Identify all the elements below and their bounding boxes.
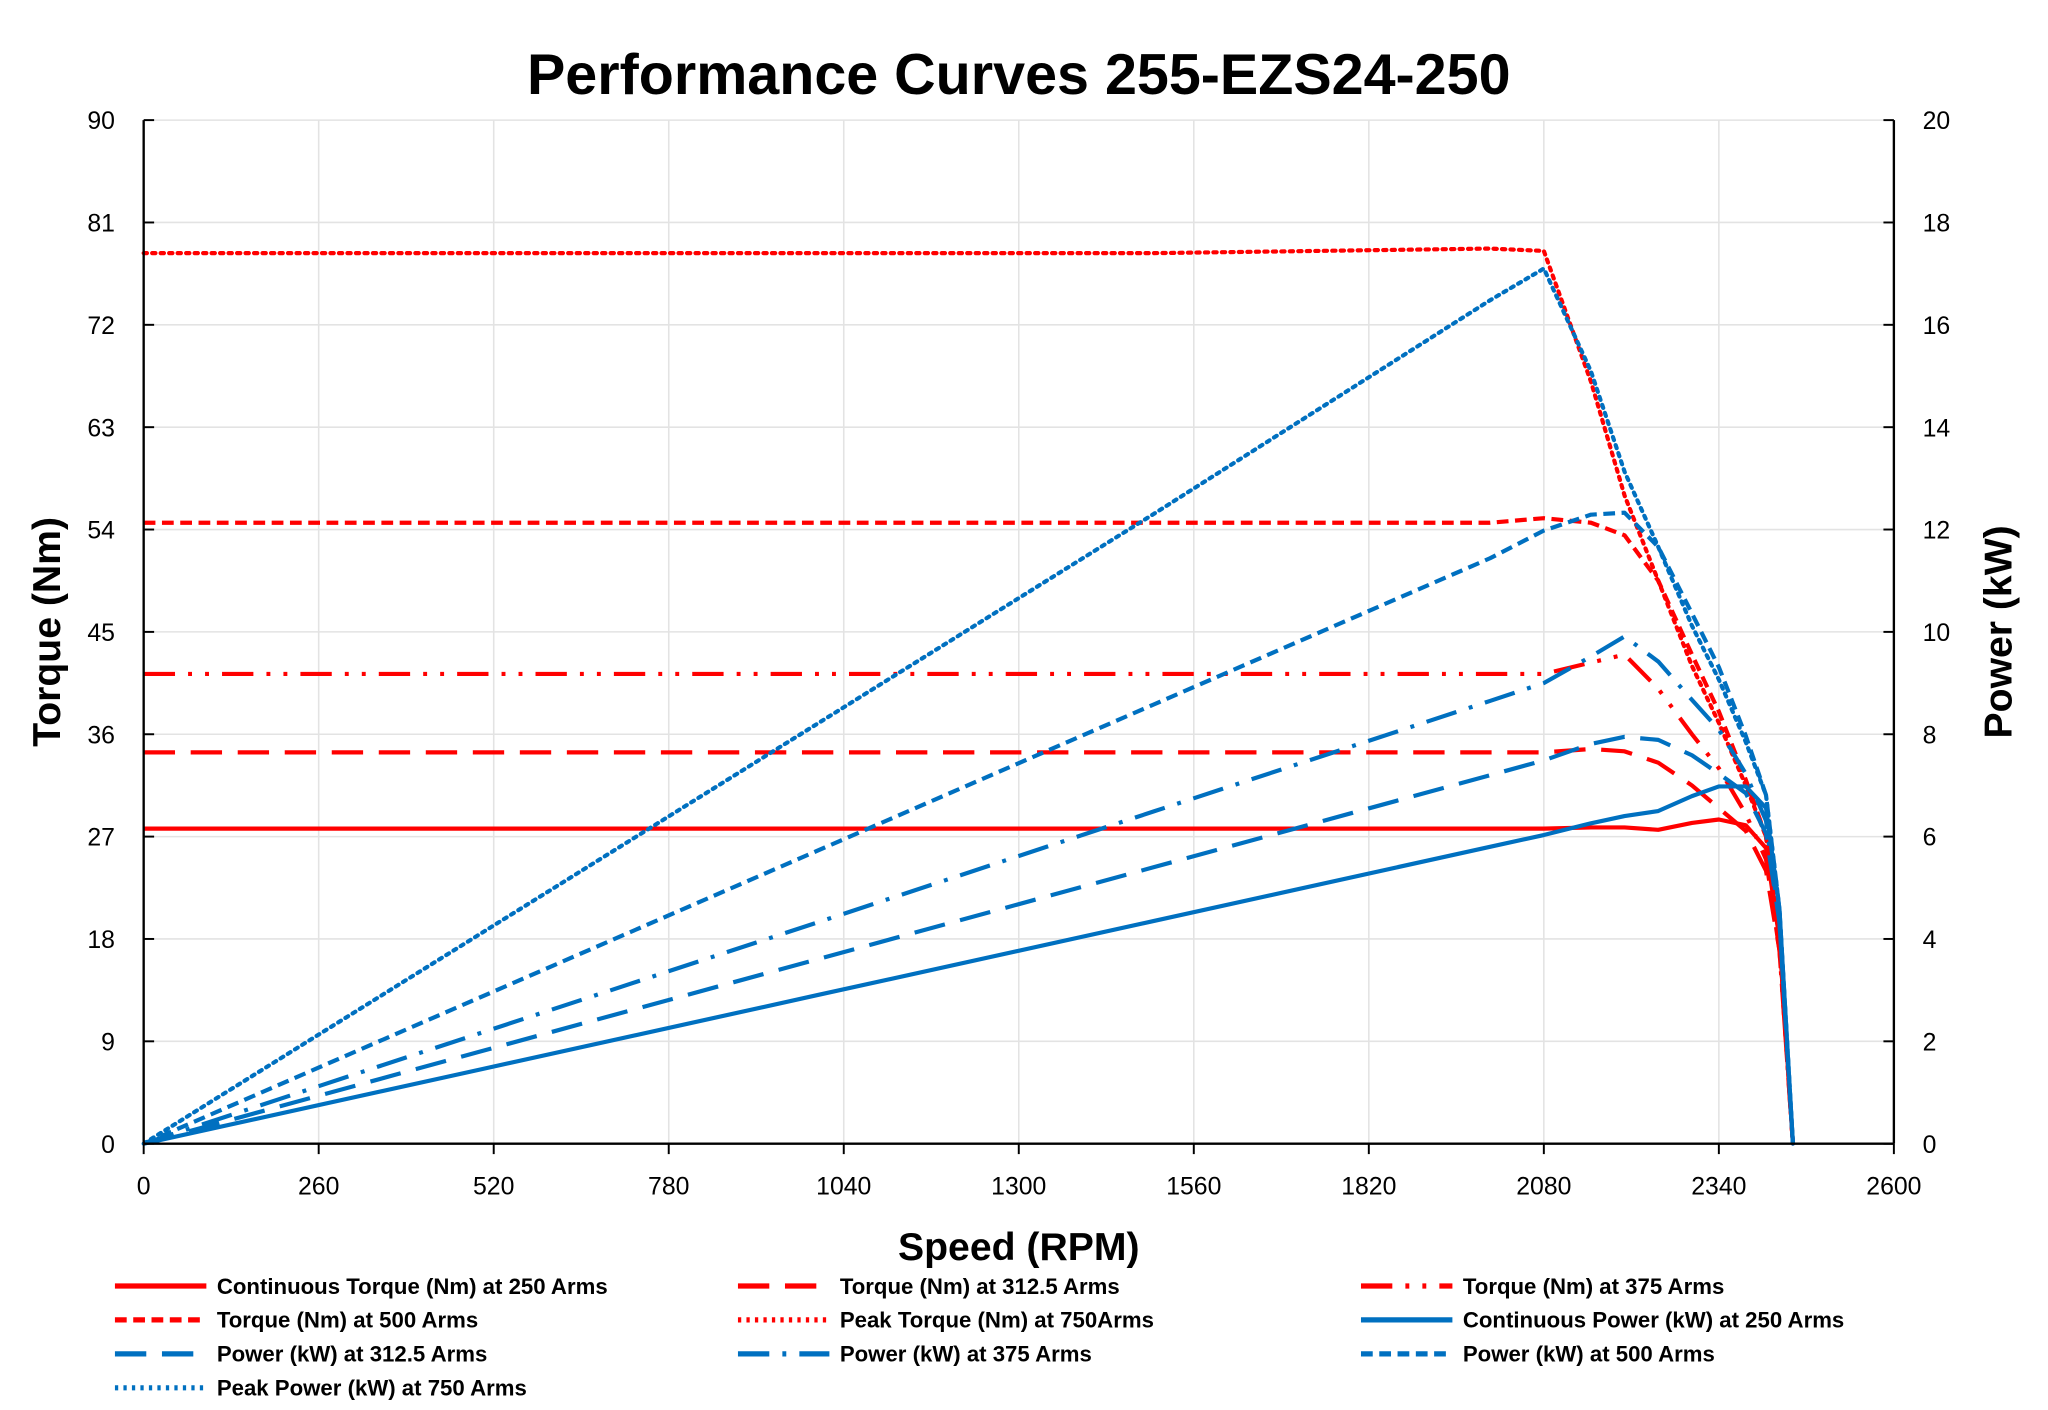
legend-item: Torque (Nm) at 500 Arms — [114, 1308, 478, 1333]
x-axis-label: Speed (RPM) — [898, 1226, 1140, 1269]
series-line-2 — [143, 746, 1795, 1144]
series-line-1 — [143, 817, 1795, 1144]
legend: Continuous Torque (Nm) at 250 Arms Torque… — [114, 1274, 1844, 1401]
y2-tick-label: 20 — [1923, 108, 1951, 135]
legend-item: Power (kW) at 312.5 Arms — [114, 1342, 488, 1367]
legend-item: Power (kW) at 375 Arms — [737, 1342, 1092, 1367]
y2-axis-label: Power (kW) — [1977, 525, 2020, 738]
y-tick-label: 45 — [87, 620, 115, 647]
y-tick-label: 36 — [87, 722, 115, 749]
x-tick-label: 780 — [648, 1174, 689, 1201]
y2-tick-label: 6 — [1923, 825, 1937, 852]
series-line-7 — [143, 734, 1796, 1146]
legend-label: Torque (Nm) at 312.5 Arms — [840, 1274, 1120, 1299]
series-lines — [141, 246, 1796, 1146]
x-tick-label: 260 — [298, 1174, 339, 1201]
x-tick-label: 1300 — [991, 1174, 1046, 1201]
axes: 0 260 520 780 1040 1300 1560 1820 2080 2340 260009… — [87, 108, 1950, 1200]
y-tick-label: 27 — [87, 825, 115, 852]
y2-tick-label: 10 — [1923, 620, 1951, 647]
legend-item: Continuous Power (kW) at 250 Arms — [1360, 1308, 1844, 1333]
legend-label: Torque (Nm) at 500 Arms — [217, 1308, 478, 1333]
y-tick-label: 54 — [87, 518, 115, 545]
y2-tick-label: 16 — [1923, 313, 1951, 340]
y-tick-label: 81 — [87, 211, 115, 238]
series-line-5 — [141, 246, 1796, 1146]
y-tick-label: 9 — [101, 1029, 115, 1056]
legend-label: Power (kW) at 312.5 Arms — [217, 1342, 488, 1367]
x-tick-label: 0 — [137, 1174, 151, 1201]
legend-label: Continuous Power (kW) at 250 Arms — [1463, 1308, 1844, 1333]
series-line-8 — [143, 634, 1796, 1146]
y-axis-label: Torque (Nm) — [26, 517, 69, 747]
y2-tick-label: 18 — [1923, 211, 1951, 238]
x-tick-label: 1820 — [1341, 1174, 1396, 1201]
y2-tick-label: 12 — [1923, 518, 1951, 545]
legend-item: Peak Power (kW) at 750 Arms — [114, 1376, 527, 1401]
chart-title: Performance Curves 255-EZS24-250 — [527, 43, 1511, 107]
series-line-6 — [143, 784, 1796, 1146]
y2-tick-label: 14 — [1923, 415, 1951, 442]
legend-label: Power (kW) at 500 Arms — [1463, 1342, 1715, 1367]
x-tick-label: 1560 — [1166, 1174, 1221, 1201]
gridlines — [143, 119, 1894, 1144]
x-tick-label: 2600 — [1866, 1174, 1921, 1201]
legend-item: Power (kW) at 500 Arms — [1360, 1342, 1715, 1367]
x-tick-label: 2080 — [1516, 1174, 1571, 1201]
x-tick-label: 520 — [473, 1174, 514, 1201]
legend-item: Continuous Torque (Nm) at 250 Arms — [114, 1274, 608, 1299]
legend-item: Peak Torque (Nm) at 750Arms — [737, 1308, 1154, 1333]
legend-label: Continuous Torque (Nm) at 250 Arms — [217, 1274, 608, 1299]
y2-tick-label: 2 — [1923, 1029, 1937, 1056]
y-tick-label: 90 — [87, 108, 115, 135]
y2-tick-label: 8 — [1923, 722, 1937, 749]
series-line-10 — [141, 266, 1796, 1146]
y2-tick-label: 0 — [1923, 1132, 1937, 1159]
legend-label: Peak Torque (Nm) at 750Arms — [840, 1308, 1154, 1333]
series-line-4 — [143, 516, 1795, 1144]
y-tick-label: 0 — [101, 1132, 115, 1159]
y-tick-label: 63 — [87, 415, 115, 442]
legend-label: Power (kW) at 375 Arms — [840, 1342, 1092, 1367]
legend-item: Torque (Nm) at 312.5 Arms — [737, 1274, 1120, 1299]
x-tick-label: 1040 — [816, 1174, 871, 1201]
legend-item: Torque (Nm) at 375 Arms — [1360, 1274, 1724, 1299]
series-line-3 — [143, 652, 1795, 1144]
legend-label: Peak Power (kW) at 750 Arms — [217, 1376, 527, 1401]
x-tick-label: 2340 — [1691, 1174, 1746, 1201]
y2-tick-label: 4 — [1923, 927, 1937, 954]
legend-label: Torque (Nm) at 375 Arms — [1463, 1274, 1724, 1299]
y-tick-label: 72 — [87, 313, 115, 340]
y-tick-label: 18 — [87, 927, 115, 954]
